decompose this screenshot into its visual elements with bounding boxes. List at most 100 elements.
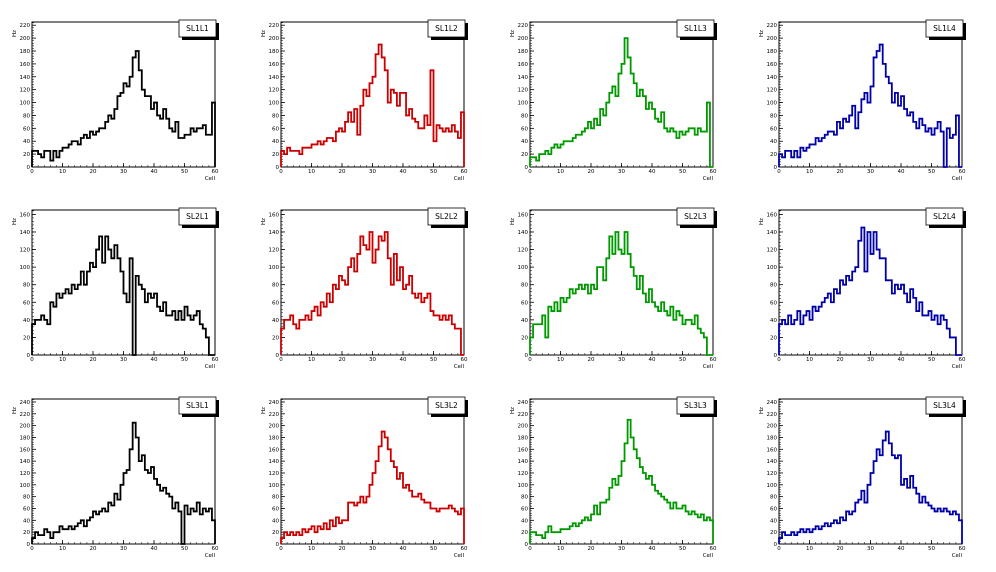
title-box [178,19,217,38]
y-tick-label: 200 [20,424,31,430]
y-tick-label: 140 [269,459,280,465]
y-tick-label: 160 [20,212,31,218]
y-tick-label: 220 [518,412,529,418]
y-tick-label: 120 [518,88,529,94]
y-tick-label: 160 [20,447,31,453]
y-tick-label: 140 [269,230,280,236]
x-tick-label: 30 [618,169,625,175]
y-axis-title: Hz [261,407,267,414]
y-tick-label: 200 [20,36,31,42]
y-tick-label: 20 [770,530,777,536]
x-tick-label: 60 [710,546,717,552]
histogram-title: SL1L2 [435,24,458,33]
x-tick-label: 60 [212,546,219,552]
x-tick-label: 0 [30,169,34,175]
y-tick-label: 80 [521,283,528,289]
x-tick-label: 60 [212,169,219,175]
y-tick-label: 40 [23,518,30,524]
title-box [427,207,466,226]
y-tick-label: 120 [767,88,778,94]
x-tick-label: 20 [588,169,595,175]
y-tick-label: 40 [770,318,777,324]
y-tick-label: 240 [518,400,529,406]
x-tick-label: 30 [867,357,874,363]
y-tick-label: 160 [269,447,280,453]
histogram-svg: 0 20 40 60 80 100 120 140 160 0 10 20 30 40 50 60 Hz Cell… [510,207,717,370]
y-tick-label: 60 [770,300,777,306]
x-tick-label: 20 [588,546,595,552]
x-axis-title: Cell [952,553,963,559]
title-box [925,207,964,226]
y-tick-label: 60 [23,126,30,132]
y-tick-label: 0 [525,165,529,171]
y-tick-label: 100 [20,483,31,489]
y-tick-label: 160 [518,62,529,68]
y-tick-label: 100 [269,101,280,107]
x-tick-label: 40 [151,357,158,363]
x-tick-label: 60 [959,546,966,552]
y-tick-label: 60 [521,126,528,132]
histogram-title: SL1L4 [933,24,956,33]
y-tick-label: 100 [20,265,31,271]
y-tick-label: 60 [272,126,279,132]
y-tick-label: 40 [272,518,279,524]
histogram-title: SL2L1 [186,212,209,221]
histogram-svg: 0 20 40 60 80 100 120 140 160 180 200 220 240 0 10 20 30… [510,396,717,559]
y-tick-label: 100 [269,483,280,489]
x-tick-label: 50 [430,546,437,552]
y-tick-label: 40 [521,518,528,524]
x-tick-label: 20 [837,357,844,363]
x-tick-label: 0 [279,546,283,552]
histogram-title: SL2L2 [435,212,458,221]
y-tick-label: 20 [23,152,30,158]
histogram-panel-sl3l4: 0 20 40 60 80 100 120 140 160 180 200 220 240 0 10 20 30… [747,377,996,569]
y-axis-title: Hz [510,30,516,37]
histogram-panel-sl3l1: 0 20 40 60 80 100 120 140 160 180 200 220 240 0 10 20 30… [0,377,249,569]
histogram-line [31,421,216,545]
y-tick-label: 200 [269,424,280,430]
x-tick-label: 50 [181,357,188,363]
y-tick-label: 140 [518,75,529,81]
x-tick-label: 50 [928,169,935,175]
y-tick-label: 40 [521,318,528,324]
x-tick-label: 30 [120,546,127,552]
x-tick-label: 60 [461,546,468,552]
y-tick-label: 80 [272,283,279,289]
y-tick-label: 220 [767,23,778,29]
x-tick-label: 50 [430,169,437,175]
y-tick-label: 140 [269,75,280,81]
histogram-panel-sl1l1: 0 20 40 60 80 100 120 140 160 180 200 220 0 10 20 30 40 5… [0,0,249,192]
y-tick-label: 20 [272,335,279,341]
y-tick-label: 180 [20,49,31,55]
y-tick-label: 120 [269,248,280,254]
x-tick-label: 0 [279,169,283,175]
x-tick-label: 10 [308,357,315,363]
y-tick-label: 120 [269,471,280,477]
x-axis-title: Cell [454,176,465,182]
histogram-line [31,235,215,356]
x-tick-label: 0 [528,169,532,175]
y-axis-title: Hz [510,407,516,414]
y-tick-label: 120 [269,88,280,94]
y-tick-label: 20 [770,335,777,341]
y-tick-label: 80 [23,283,30,289]
y-tick-label: 220 [20,412,31,418]
y-tick-label: 20 [770,152,777,158]
y-tick-label: 120 [518,248,529,254]
y-tick-label: 20 [272,152,279,158]
x-tick-label: 10 [557,357,564,363]
histogram-line [778,226,962,356]
y-tick-label: 40 [521,139,528,145]
histogram-panel-sl3l3: 0 20 40 60 80 100 120 140 160 180 200 220 240 0 10 20 30… [498,377,747,569]
y-tick-label: 140 [767,230,778,236]
histogram-line [778,43,962,168]
y-tick-label: 180 [20,435,31,441]
y-tick-label: 140 [518,459,529,465]
title-box [676,396,715,415]
histogram-line [280,430,465,544]
histogram-title: SL2L3 [684,212,707,221]
histogram-svg: 0 20 40 60 80 100 120 140 160 180 200 220 0 10 20 30 40 5… [12,19,219,182]
y-tick-label: 200 [767,424,778,430]
y-tick-label: 0 [27,353,31,359]
x-tick-label: 30 [120,357,127,363]
